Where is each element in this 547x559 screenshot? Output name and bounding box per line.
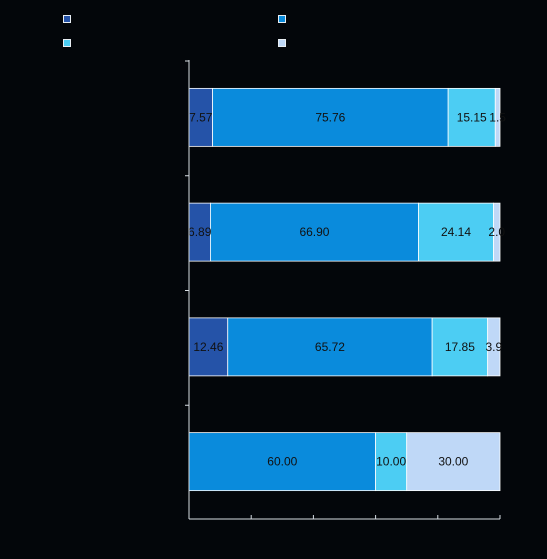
bar-segment — [188, 317, 229, 377]
data-label: 1.5 — [489, 110, 506, 124]
bar-segment — [493, 202, 501, 262]
data-label: 15.15 — [457, 110, 487, 124]
axes — [185, 60, 501, 520]
data-label: 12.46 — [193, 340, 223, 354]
data-label: 10.00 — [376, 455, 406, 469]
legend — [63, 15, 286, 47]
data-label: 24.14 — [441, 225, 471, 239]
data-label: 7.57 — [189, 110, 213, 124]
bar-segment — [210, 202, 419, 262]
data-label: 75.76 — [315, 110, 345, 124]
legend-marker — [278, 39, 286, 47]
legend-marker — [63, 39, 71, 47]
bar-segment — [212, 87, 449, 147]
data-label: 6.89 — [188, 225, 212, 239]
data-label: 65.72 — [315, 340, 345, 354]
bars — [188, 87, 501, 492]
bar-segment — [487, 317, 501, 377]
legend-marker — [63, 15, 71, 23]
data-label: 3.9 — [485, 340, 502, 354]
bar-segment — [447, 87, 496, 147]
legend-marker — [278, 15, 286, 23]
bar-segment — [188, 432, 377, 492]
data-label: 2.0 — [488, 225, 505, 239]
bar-segment — [418, 202, 494, 262]
bar-segment — [431, 317, 489, 377]
data-label: 60.00 — [267, 455, 297, 469]
data-label: 66.90 — [299, 225, 329, 239]
data-labels: 7.57 75.76 15.15 1.5 6.89 66.90 24.14 2.0 12.46 6… — [188, 110, 506, 468]
bar-segment — [494, 87, 501, 147]
data-label: 30.00 — [438, 455, 468, 469]
bar-segment — [227, 317, 433, 377]
data-label: 17.85 — [445, 340, 475, 354]
bar-segment — [406, 432, 501, 492]
